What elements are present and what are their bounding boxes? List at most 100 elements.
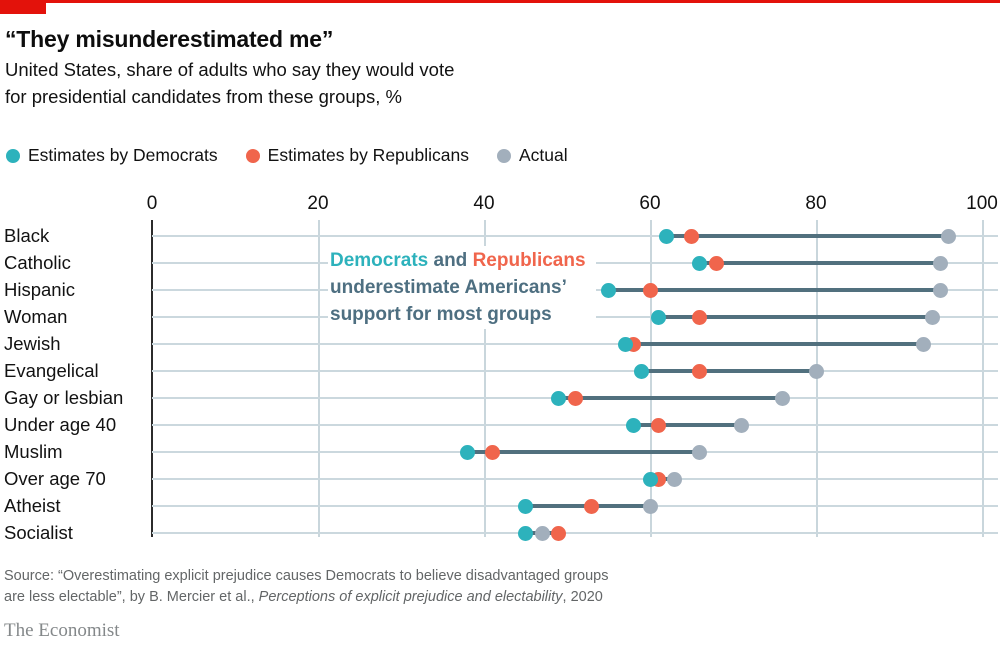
x-tick-label: 60 — [639, 193, 661, 214]
dumbbell-connector — [467, 450, 700, 454]
legend-label-republicans: Estimates by Republicans — [267, 145, 469, 165]
actual-dot — [924, 309, 940, 325]
category-label: Atheist — [4, 495, 61, 516]
annotation-line-3: support for most groups — [330, 304, 552, 325]
category-label: Hispanic — [4, 279, 75, 300]
republicans-estimate-dot — [567, 390, 583, 406]
source-line-1: Source: “Overestimating explicit prejudi… — [4, 568, 609, 584]
x-tick-label: 80 — [805, 193, 827, 214]
republicans-estimate-dot — [692, 363, 708, 379]
democrats-estimate-dot — [659, 228, 675, 244]
democrats-estimate-dot — [634, 363, 650, 379]
x-tick-label: 100 — [966, 193, 998, 214]
actual-dot — [941, 228, 957, 244]
republicans-estimate-dot — [708, 255, 724, 271]
x-axis-zero-line — [151, 220, 153, 537]
dumbbell-connector — [658, 315, 933, 319]
subtitle-line-2: for presidential candidates from these g… — [5, 86, 402, 107]
republicans-estimate-dot — [551, 525, 567, 541]
legend-label-actual: Actual — [519, 145, 568, 165]
row-gridline — [152, 424, 998, 426]
annotation-democrats: Democrats — [330, 250, 429, 271]
category-label: Gay or lesbian — [4, 387, 124, 408]
row-gridline — [152, 235, 998, 237]
chart-annotation: Democrats and Republicans underestimate … — [328, 246, 596, 329]
democrats-estimate-dot — [692, 255, 708, 271]
democrats-estimate-dot — [518, 498, 533, 514]
democrats-estimate-dot — [459, 444, 475, 460]
category-label: Socialist — [4, 522, 73, 543]
row-gridline — [152, 343, 998, 345]
democrats-estimate-dot — [642, 471, 658, 487]
category-label: Muslim — [4, 441, 63, 462]
chart-subtitle: United States, share of adults who say t… — [5, 56, 454, 110]
republicans-estimate-dot — [484, 444, 500, 460]
republicans-estimate-dot — [684, 228, 699, 244]
vertical-gridline — [650, 220, 652, 537]
actual-dot — [916, 336, 932, 352]
vertical-gridline — [816, 220, 818, 537]
democrats-estimate-dot — [551, 390, 567, 406]
dumbbell-connector — [699, 261, 941, 265]
republicans-estimate-dot — [584, 498, 600, 514]
actual-dot — [642, 498, 658, 514]
republicans-estimate-dot — [642, 282, 658, 298]
vertical-gridline — [318, 220, 320, 537]
category-label: Jewish — [4, 333, 61, 354]
annotation-and: and — [428, 250, 473, 271]
source-paper-title: Perceptions of explicit prejudice and el… — [258, 589, 563, 605]
category-label: Woman — [4, 306, 68, 327]
legend-item-republicans: Estimates by Republicans — [245, 145, 469, 166]
dumbbell-connector — [633, 423, 742, 427]
democrats-estimate-dot — [650, 309, 666, 325]
dumbbell-connector — [666, 234, 949, 238]
legend-item-actual: Actual — [497, 145, 568, 166]
vertical-gridline — [484, 220, 486, 537]
actual-dot — [667, 471, 683, 487]
actual-dot — [933, 255, 948, 271]
actual-dot — [534, 525, 550, 541]
category-label: Over age 70 — [4, 468, 106, 489]
row-gridline — [152, 532, 998, 534]
annotation-line-2: underestimate Americans’ — [330, 277, 567, 298]
legend-item-democrats: Estimates by Democrats — [6, 145, 218, 166]
actual-dot — [808, 363, 824, 379]
x-tick-label: 20 — [307, 193, 329, 214]
democrats-estimate-dot — [518, 525, 533, 541]
category-label: Evangelical — [4, 360, 99, 381]
annotation-republicans: Republicans — [472, 250, 586, 271]
category-label: Catholic — [4, 252, 71, 273]
chart-title: “They misunderestimated me” — [5, 26, 334, 52]
democrats-dot-icon — [6, 148, 20, 163]
economist-logo: The Economist — [4, 620, 120, 641]
category-label: Black — [4, 225, 50, 246]
democrats-estimate-dot — [617, 336, 633, 352]
dumbbell-connector — [558, 396, 783, 400]
top-red-tab — [0, 0, 46, 14]
top-red-rule — [0, 0, 1000, 3]
actual-dot-icon — [497, 148, 511, 163]
row-gridline — [152, 370, 998, 372]
dumbbell-connector — [641, 369, 816, 373]
source-line-2: are less electable”, by B. Mercier et al… — [4, 589, 603, 605]
legend: Estimates by Democrats Estimates by Repu… — [6, 145, 568, 166]
subtitle-line-1: United States, share of adults who say t… — [5, 59, 455, 80]
dumbbell-connector — [625, 342, 924, 346]
dumbbell-connector — [608, 288, 941, 292]
actual-dot — [775, 390, 791, 406]
x-tick-label: 0 — [146, 193, 158, 214]
actual-dot — [733, 417, 749, 433]
actual-dot — [933, 282, 948, 298]
democrats-estimate-dot — [601, 282, 616, 298]
legend-label-democrats: Estimates by Democrats — [28, 145, 218, 165]
republicans-dot-icon — [245, 148, 260, 163]
democrats-estimate-dot — [625, 417, 641, 433]
actual-dot — [692, 444, 708, 460]
x-tick-label: 40 — [473, 193, 495, 214]
republicans-estimate-dot — [650, 417, 666, 433]
vertical-gridline — [982, 220, 984, 537]
row-gridline — [152, 478, 998, 480]
category-label: Under age 40 — [4, 414, 117, 435]
